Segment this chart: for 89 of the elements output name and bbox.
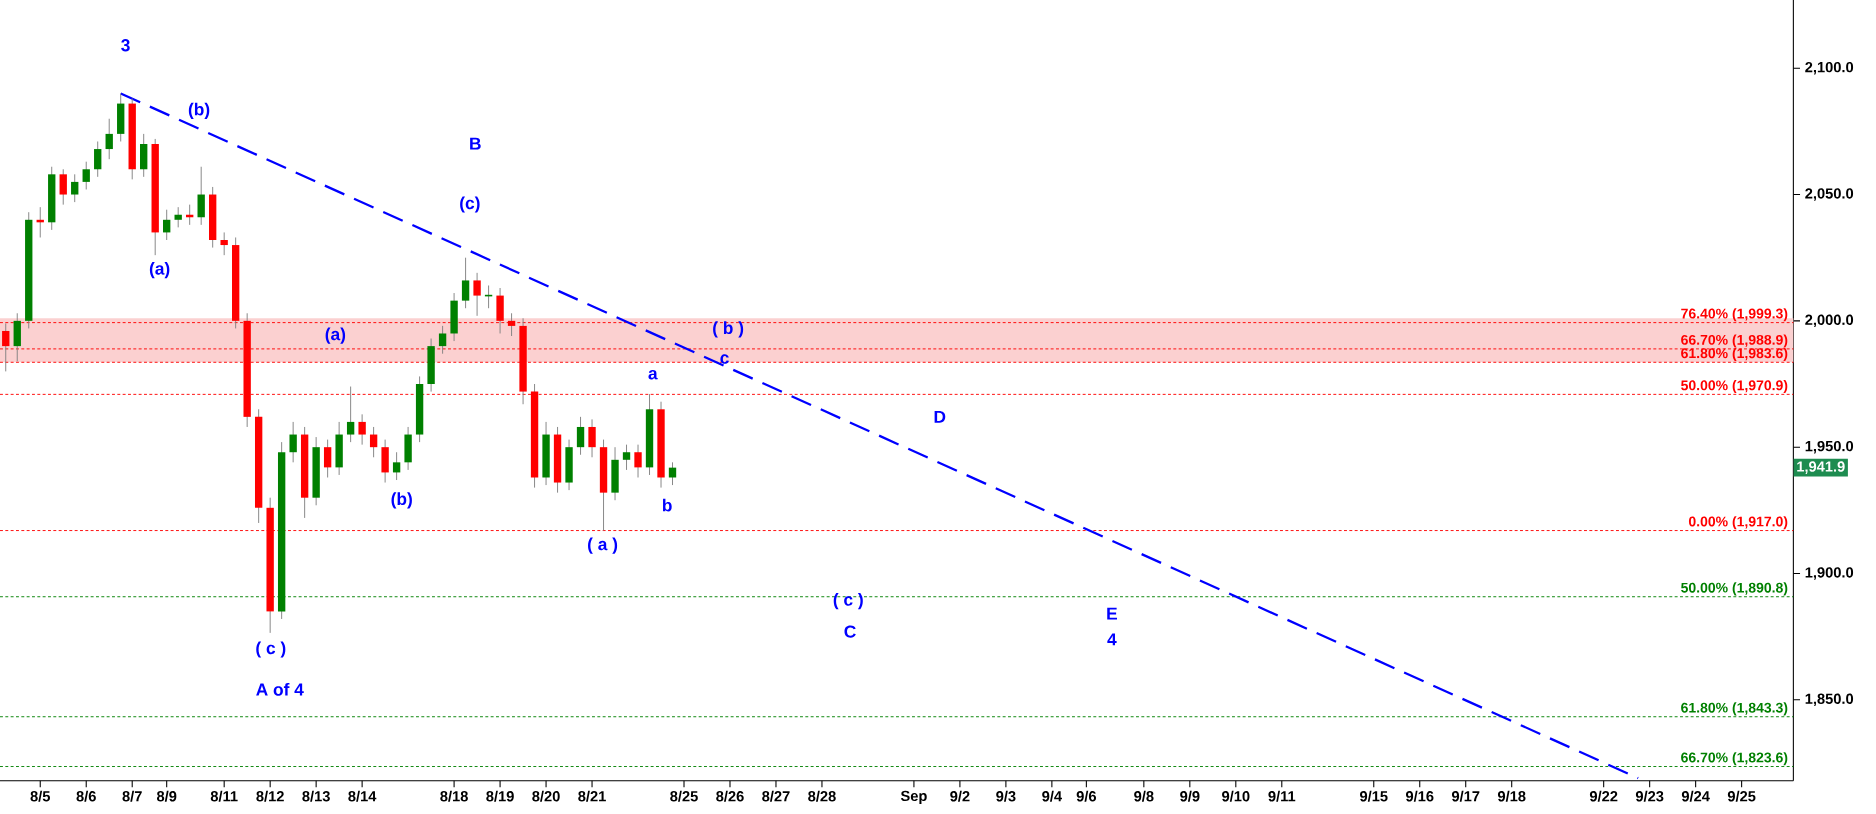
x-tick-label: 8/25 [670, 790, 698, 802]
x-tick-label: 8/27 [762, 790, 790, 802]
text: 1,941.9 [1797, 461, 1845, 474]
candlestick [622, 444, 631, 471]
annotation: E [1107, 607, 1117, 620]
x-tick-label: 8/13 [302, 790, 330, 802]
x-tick-label: 8/19 [486, 790, 514, 802]
x-tick-label: 9/22 [1589, 790, 1618, 802]
annotation: c [720, 354, 729, 364]
annotation: (a) [149, 262, 170, 279]
annotation: ( a ) [588, 537, 618, 554]
x-tick-label: 9/15 [1359, 790, 1388, 802]
y-tick-label: 1,950.0 [1805, 440, 1854, 454]
candlestick [346, 386, 355, 443]
x-tick-label: 9/2 [950, 790, 970, 802]
candlestick [392, 451, 401, 481]
ref-line-label: 50.00% (1,890.8) [1681, 582, 1788, 596]
annotation: b [662, 498, 672, 512]
x-tick-label: 8/26 [716, 790, 744, 802]
x-tick-label: 9/25 [1727, 790, 1756, 802]
x-tick-label: 9/6 [1076, 790, 1097, 802]
x-tick-label: 8/7 [122, 790, 142, 802]
annotation: ( c ) [833, 593, 863, 610]
ref-line-label: 0.00% (1,917.0) [1688, 516, 1788, 530]
x-tick-label: 8/18 [440, 790, 468, 802]
x-tick-label: 9/18 [1497, 790, 1526, 802]
x-tick-label: 8/6 [76, 790, 96, 802]
y-tick-label: 1,850.0 [1805, 693, 1854, 707]
x-tick-label: 9/9 [1180, 790, 1200, 802]
x-tick-label: 8/11 [210, 790, 238, 802]
candlestick [59, 168, 67, 206]
annotation: ( b ) [713, 321, 744, 338]
ref-line-label: 50.00% (1,970.9) [1681, 379, 1788, 394]
candlestick [71, 173, 79, 203]
annotation: (b) [391, 492, 412, 509]
annotation: (b) [188, 102, 210, 119]
annotation: 4 [1107, 633, 1117, 646]
x-tick-label: Sep [900, 790, 927, 804]
x-tick-label: 9/4 [1042, 790, 1062, 802]
ref-line-label: 66.70% (1,988.9) [1681, 334, 1788, 348]
candlestick [105, 118, 113, 160]
x-tick-label: 9/17 [1451, 790, 1480, 802]
x-tick-label: 8/20 [532, 790, 560, 802]
candlestick [473, 272, 481, 317]
annotation: a [648, 369, 658, 380]
x-tick-label: 9/11 [1268, 790, 1296, 802]
x-tick-label: 9/24 [1681, 790, 1710, 802]
candlestick [289, 421, 297, 463]
candlestick [369, 426, 378, 458]
x-tick-label: 9/8 [1134, 790, 1154, 802]
candlestick [174, 206, 182, 228]
ref-line-label: 76.40% (1,999.3) [1681, 308, 1788, 322]
x-tick-label: 9/23 [1635, 790, 1664, 802]
annotation: C [844, 625, 856, 638]
annotation: B [470, 137, 481, 150]
x-tick-label: 8/21 [578, 790, 606, 802]
candlestick [82, 161, 90, 190]
candlestick [197, 166, 205, 226]
y-tick-label: 2,100.0 [1805, 61, 1854, 75]
candlestick [576, 416, 585, 456]
candlestick [94, 141, 102, 178]
x-tick-label: 9/3 [996, 790, 1016, 802]
x-tick-label: 8/9 [156, 790, 177, 802]
candlestick [163, 209, 171, 241]
x-tick-label: 8/5 [30, 790, 51, 802]
candlestick [358, 413, 366, 446]
candlestick [588, 418, 596, 458]
candlestick [634, 444, 642, 478]
annotation: (c) [460, 196, 480, 213]
candlestick [220, 231, 228, 256]
candlestick [323, 439, 332, 478]
x-tick-label: 9/10 [1222, 790, 1250, 802]
x-tick-label: 8/12 [256, 790, 284, 802]
ref-line-label: 66.70% (1,823.6) [1681, 752, 1788, 766]
annotation: (a) [325, 327, 346, 344]
annotation: 3 [121, 39, 130, 52]
annotation: D [934, 410, 946, 423]
x-tick-label: 8/28 [808, 790, 836, 802]
candlestick [438, 325, 447, 355]
x-tick-label: 9/16 [1405, 790, 1434, 802]
ref-line-label: 61.80% (1,843.3) [1681, 702, 1788, 716]
annotation: A of 4 [256, 682, 304, 696]
y-tick-label: 2,050.0 [1805, 188, 1854, 201]
y-tick-label: 1,900.0 [1805, 567, 1854, 580]
annotation: ( c ) [256, 641, 286, 658]
x-tick-label: 8/14 [348, 790, 377, 802]
y-tick-label: 2,000.0 [1805, 314, 1854, 328]
ref-line-label: 61.80% (1,983.6) [1681, 347, 1788, 361]
candlestick [461, 257, 470, 309]
